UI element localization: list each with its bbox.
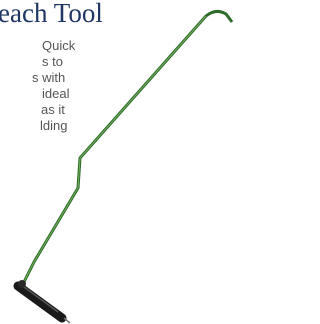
tool-handle-shine bbox=[20, 284, 58, 312]
tool-handle bbox=[18, 286, 62, 318]
body-line: s to bbox=[42, 54, 63, 70]
title: each Tool bbox=[0, 0, 103, 27]
tool-collar bbox=[18, 280, 26, 288]
body-line: ideal bbox=[42, 86, 69, 102]
body-line: as it bbox=[41, 102, 65, 118]
body-line: s with bbox=[32, 70, 65, 86]
body-line: Quick bbox=[42, 38, 75, 54]
body-line: lding bbox=[40, 118, 67, 134]
page: each Tool Quick s to s with ideal as it … bbox=[0, 0, 240, 324]
reach-tool-image bbox=[0, 0, 240, 324]
